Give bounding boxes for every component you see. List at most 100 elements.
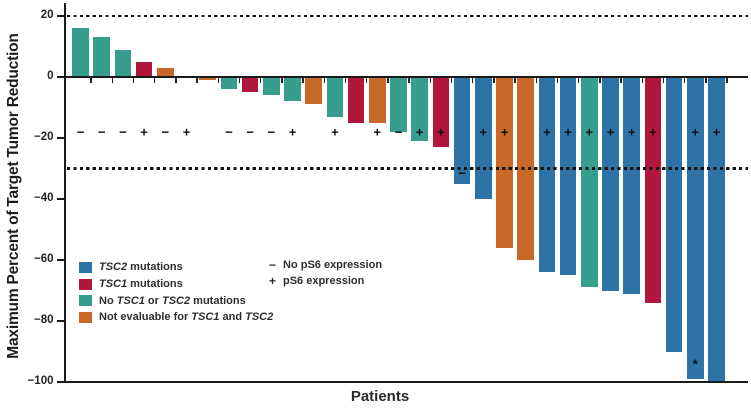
bar	[390, 77, 407, 132]
bar	[114, 49, 132, 77]
ps6-sign: −	[267, 124, 276, 140]
x-tick	[556, 78, 559, 84]
ps6-sign: +	[500, 124, 509, 140]
legend-item: Not evaluable for TSC1 and TSC2	[79, 309, 273, 326]
legend-item: TSC1 mutations	[79, 276, 273, 293]
bar	[559, 77, 577, 276]
bar	[93, 37, 110, 77]
ps6-sign: −	[97, 124, 106, 140]
ps6-sign: −	[76, 124, 85, 140]
bar	[708, 77, 725, 382]
ps6-sign: +	[331, 124, 339, 140]
bar	[538, 77, 556, 273]
ps6-sign: +	[543, 124, 551, 140]
y-tick-label: 20	[40, 9, 54, 21]
legend-swatch	[79, 261, 92, 273]
bar	[157, 67, 174, 77]
bar	[263, 77, 280, 96]
legend-item: TSC2 mutations	[79, 259, 273, 276]
bar	[581, 77, 598, 288]
legend-item: No TSC1 or TSC2 mutations	[79, 292, 273, 309]
ps6-sign: +	[585, 124, 594, 140]
bar-annotation: *	[692, 356, 698, 372]
x-tick	[429, 78, 432, 84]
x-axis-title: Patients	[350, 388, 410, 405]
x-tick	[408, 78, 410, 84]
ps6-sign: −	[119, 124, 127, 140]
legend-label: TSC1 mutations	[99, 278, 183, 291]
ps6-sign: +	[437, 124, 445, 140]
bar	[369, 77, 386, 123]
bar	[284, 77, 301, 102]
x-tick	[387, 78, 389, 84]
ps6-key-sign: +	[269, 274, 277, 288]
x-tick	[493, 78, 495, 84]
x-tick	[535, 78, 538, 84]
x-tick	[153, 78, 156, 84]
bar	[220, 77, 238, 90]
x-tick	[577, 78, 580, 84]
bar	[199, 77, 216, 81]
ps6-sign: −	[394, 124, 403, 140]
y-tick-label: −40	[33, 192, 54, 204]
bar	[665, 77, 683, 352]
ps6-sign: −	[161, 124, 170, 140]
bar	[432, 77, 450, 148]
x-tick	[323, 78, 326, 84]
ps6-key-sign: −	[269, 258, 277, 272]
ps6-sign: −	[246, 124, 254, 140]
ps6-sign: −	[458, 165, 466, 181]
x-tick	[90, 78, 92, 84]
bar	[72, 28, 89, 77]
bar	[326, 77, 344, 117]
legend-mutations: TSC2 mutations TSC1 mutations No TSC1 or T…	[79, 259, 273, 326]
bar	[411, 77, 428, 142]
y-tick-label: −20	[33, 131, 54, 143]
zero-baseline	[64, 75, 748, 79]
ps6-sign: +	[564, 124, 572, 140]
legend-swatch	[79, 311, 92, 323]
x-tick	[344, 78, 347, 84]
x-tick	[238, 78, 241, 84]
legend-label: TSC2 mutations	[99, 261, 183, 274]
ps6-sign: +	[288, 124, 297, 140]
ps6-sign: +	[415, 124, 424, 140]
ps6-sign: +	[691, 124, 700, 140]
x-tick	[705, 78, 707, 84]
bar	[347, 77, 365, 123]
x-tick	[641, 78, 644, 84]
x-tick	[259, 78, 262, 84]
x-tick	[726, 78, 728, 84]
ps6-sign: +	[627, 124, 636, 140]
legend-label: No TSC1 or TSC2 mutations	[99, 294, 246, 307]
ps6-sign: +	[373, 124, 382, 140]
bar	[623, 77, 640, 294]
x-tick	[281, 78, 283, 84]
bar	[305, 77, 322, 105]
bar	[496, 77, 513, 248]
legend-label: No pS6 expression	[283, 259, 383, 271]
legend-swatch	[79, 295, 92, 307]
bar	[135, 61, 153, 77]
legend-item: + pS6 expression	[269, 273, 382, 289]
y-tick-label: −100	[27, 375, 54, 387]
x-tick	[365, 78, 368, 84]
bar	[644, 77, 662, 303]
y-tick	[57, 258, 64, 262]
legend-ps6: − No pS6 expression + pS6 expression	[269, 257, 382, 289]
y-tick	[57, 197, 64, 201]
x-tick	[471, 78, 474, 84]
x-axis-line	[64, 380, 748, 384]
bar	[241, 77, 259, 93]
ps6-sign: +	[606, 124, 615, 140]
x-tick	[620, 78, 622, 84]
ps6-sign: +	[649, 124, 657, 140]
y-tick	[57, 136, 64, 140]
y-tick	[57, 380, 64, 384]
ps6-sign: +	[140, 124, 148, 140]
x-tick	[599, 78, 601, 84]
y-tick-label: 0	[47, 70, 54, 82]
ps6-sign: +	[712, 124, 721, 140]
